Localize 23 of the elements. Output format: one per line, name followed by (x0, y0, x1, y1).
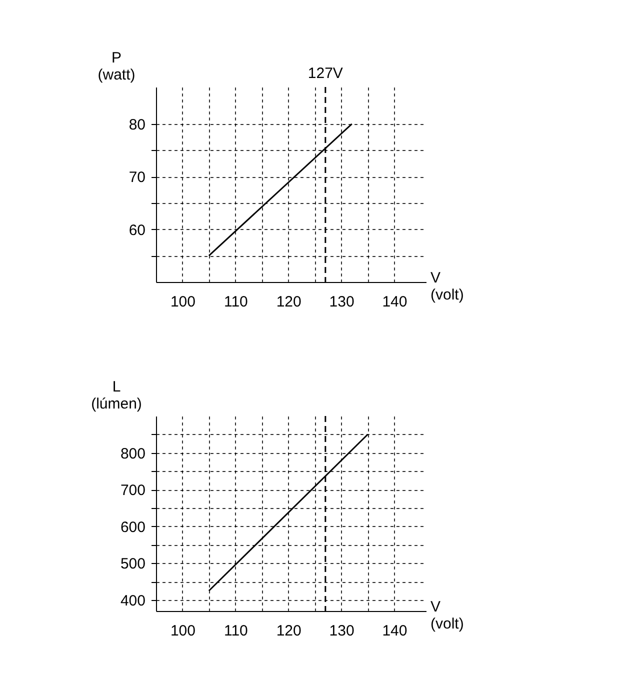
x-tick-label: 140 (382, 294, 408, 310)
y-tick-label: 60 (128, 222, 146, 239)
x-tick-label: 100 (170, 294, 196, 310)
x-tick-label: 110 (224, 294, 248, 310)
x-tick-label: 110 (224, 622, 248, 640)
y-tick-label: 400 (120, 592, 146, 610)
x-tick-label: 120 (276, 294, 302, 310)
y-tick-label: 70 (128, 169, 146, 186)
x-tick-label: 140 (382, 622, 408, 640)
x-tick-label: 130 (329, 622, 354, 640)
ref-line-label: 127V (308, 65, 343, 82)
y-tick-label: 80 (128, 116, 146, 134)
y-tick-label: 700 (120, 482, 146, 500)
y-tick-label: 800 (120, 445, 146, 462)
y-tick-label: 500 (120, 556, 146, 573)
y-axis-title: P (watt) (98, 50, 136, 84)
y-tick-label: 600 (120, 518, 146, 536)
y-axis-title: L (lúmen) (91, 378, 142, 412)
x-axis-title: V (volt) (430, 598, 464, 632)
x-tick-label: 120 (276, 622, 302, 640)
x-axis-title: V (volt) (430, 270, 464, 304)
x-tick-label: 130 (329, 294, 354, 310)
x-tick-label: 100 (170, 622, 196, 640)
